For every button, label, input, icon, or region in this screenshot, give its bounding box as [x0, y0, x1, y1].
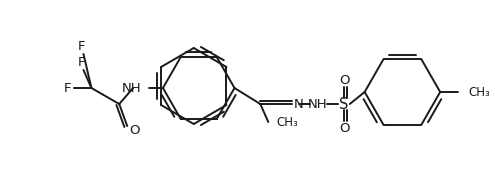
Text: NH: NH	[308, 98, 328, 110]
Text: CH₃: CH₃	[468, 85, 490, 99]
Text: F: F	[78, 56, 85, 68]
Text: CH₃: CH₃	[276, 116, 298, 129]
Text: N: N	[294, 98, 304, 110]
Text: O: O	[340, 121, 350, 135]
Text: F: F	[64, 82, 71, 94]
Text: O: O	[129, 125, 140, 137]
Text: S: S	[339, 96, 348, 111]
Text: O: O	[340, 73, 350, 87]
Text: NH: NH	[121, 82, 141, 94]
Text: F: F	[78, 40, 85, 52]
